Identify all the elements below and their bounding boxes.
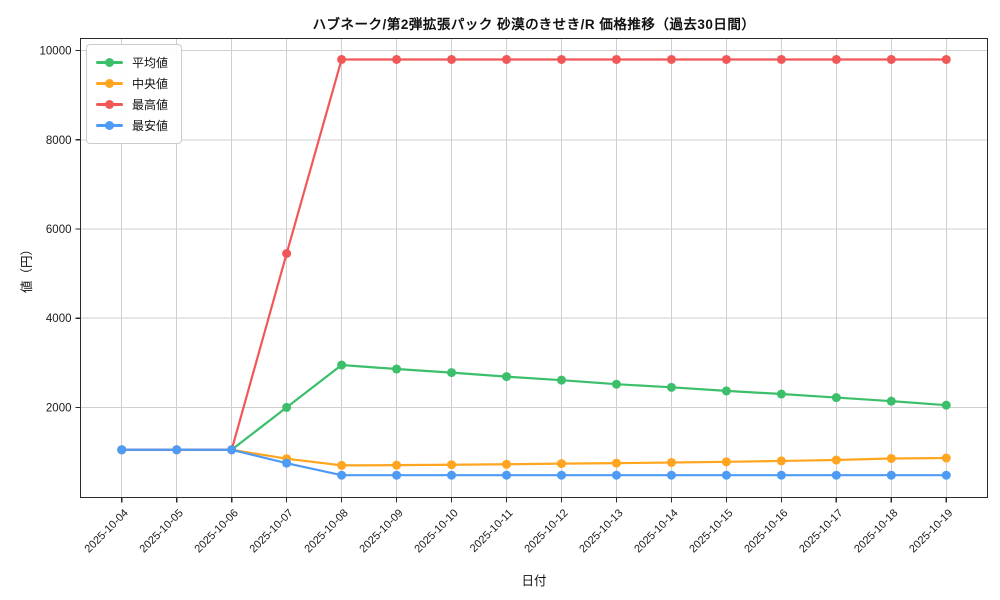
series-median-marker: [502, 459, 512, 469]
series-average-marker: [611, 379, 621, 389]
series-average-marker: [282, 402, 292, 412]
x-axis-label: 日付: [521, 574, 547, 588]
chart-title: ハブネーク/第2弾拡張パック 砂漠のきせき/R 価格推移（過去30日間）: [312, 17, 756, 32]
x-tick-label: 2025-10-18: [852, 507, 900, 555]
series-min-marker: [447, 470, 457, 480]
series-average-marker: [556, 375, 566, 385]
legend-line-dot-icon: [96, 58, 123, 68]
series-median-marker: [776, 456, 786, 466]
x-tick-label: 2025-10-11: [468, 507, 516, 555]
series-max-marker: [556, 54, 566, 64]
series-min-line: [120, 448, 948, 477]
series-median-marker: [556, 459, 566, 469]
series-median-marker: [666, 457, 676, 467]
series-median-marker: [337, 460, 347, 470]
legend-label: 平均値: [132, 56, 169, 70]
x-tick-label: 2025-10-08: [302, 507, 350, 555]
series-min-marker: [337, 470, 347, 480]
series-average-line: [120, 363, 948, 451]
series-median-marker: [447, 460, 457, 470]
series-max-line: [120, 58, 948, 451]
legend-line-dot-icon: [96, 100, 123, 110]
legend-label: 最高値: [132, 98, 169, 112]
series-max-marker: [886, 54, 896, 64]
series-min-marker: [721, 470, 731, 480]
series-average-marker: [941, 400, 951, 410]
y-tick-label: 2000: [46, 402, 72, 414]
series-min-marker: [611, 470, 621, 480]
y-tick-label: 8000: [46, 135, 72, 147]
series-min-marker: [117, 445, 127, 455]
series-min-marker: [172, 445, 182, 455]
series-average-marker: [721, 386, 731, 396]
series-max-marker: [392, 54, 402, 64]
series-median-marker: [941, 453, 951, 463]
x-tick-label: 2025-10-04: [83, 507, 131, 555]
series-average-marker: [776, 389, 786, 399]
series-average-marker: [886, 396, 896, 406]
series-min-marker: [227, 445, 237, 455]
series-max-marker: [282, 249, 292, 259]
series-max-marker: [721, 54, 731, 64]
series-average-marker: [831, 393, 841, 403]
x-tick-label: 2025-10-05: [138, 507, 186, 555]
chart-legend: 平均値中央値最高値最安値: [86, 44, 183, 144]
series-median-line: [120, 448, 948, 467]
x-tick-label: 2025-10-10: [412, 507, 460, 555]
legend-item-min: 最安値: [96, 115, 168, 136]
series-min-marker: [502, 470, 512, 480]
legend-line-dot-icon: [96, 121, 123, 131]
x-tick-label: 2025-10-13: [577, 507, 625, 555]
legend-item-median: 中央値: [96, 73, 168, 94]
series-min-marker: [392, 470, 402, 480]
legend-label: 中央値: [132, 77, 169, 91]
series-median-marker: [721, 457, 731, 467]
series-min-marker: [941, 470, 951, 480]
series-min-marker: [666, 470, 676, 480]
series-max-marker: [941, 54, 951, 64]
y-axis-label: 値（円）: [20, 242, 34, 294]
series-max-marker: [447, 54, 457, 64]
x-tick-label: 2025-10-17: [797, 507, 845, 555]
x-tick-label: 2025-10-15: [687, 507, 735, 555]
x-tick-label: 2025-10-09: [357, 507, 405, 555]
series-average-marker: [502, 372, 512, 382]
x-tick-label: 2025-10-19: [907, 507, 955, 555]
series-median-marker: [831, 455, 841, 465]
series-median-marker: [886, 453, 896, 463]
x-tick-label: 2025-10-12: [522, 507, 570, 555]
series-min-marker: [831, 470, 841, 480]
series-max-marker: [502, 54, 512, 64]
series-max-marker: [611, 54, 621, 64]
x-tick-label: 2025-10-07: [247, 507, 295, 555]
series-average-marker: [666, 382, 676, 392]
series-average-marker: [337, 360, 347, 370]
x-tick-label: 2025-10-16: [742, 507, 790, 555]
legend-label: 最安値: [132, 119, 169, 133]
y-tick-label: 4000: [46, 313, 72, 325]
series-min-marker: [282, 458, 292, 468]
series-max-marker: [776, 54, 786, 64]
y-tick-label: 6000: [46, 224, 72, 236]
series-median-marker: [392, 460, 402, 470]
x-tick-label: 2025-10-06: [193, 507, 241, 555]
series-max-marker: [666, 54, 676, 64]
series-min-marker: [556, 470, 566, 480]
series-average-marker: [447, 368, 457, 378]
plot-background: [80, 38, 988, 498]
x-tick-label: 2025-10-14: [632, 507, 680, 555]
legend-item-max: 最高値: [96, 94, 168, 115]
legend-item-average: 平均値: [96, 52, 168, 73]
series-average-marker: [392, 364, 402, 374]
series-median-marker: [611, 458, 621, 468]
y-tick-label: 10000: [40, 46, 72, 58]
series-min-marker: [886, 470, 896, 480]
series-max-marker: [831, 54, 841, 64]
legend-line-dot-icon: [96, 79, 123, 89]
axes-spines: [79, 37, 989, 499]
series-max-marker: [337, 54, 347, 64]
series-min-marker: [776, 470, 786, 480]
